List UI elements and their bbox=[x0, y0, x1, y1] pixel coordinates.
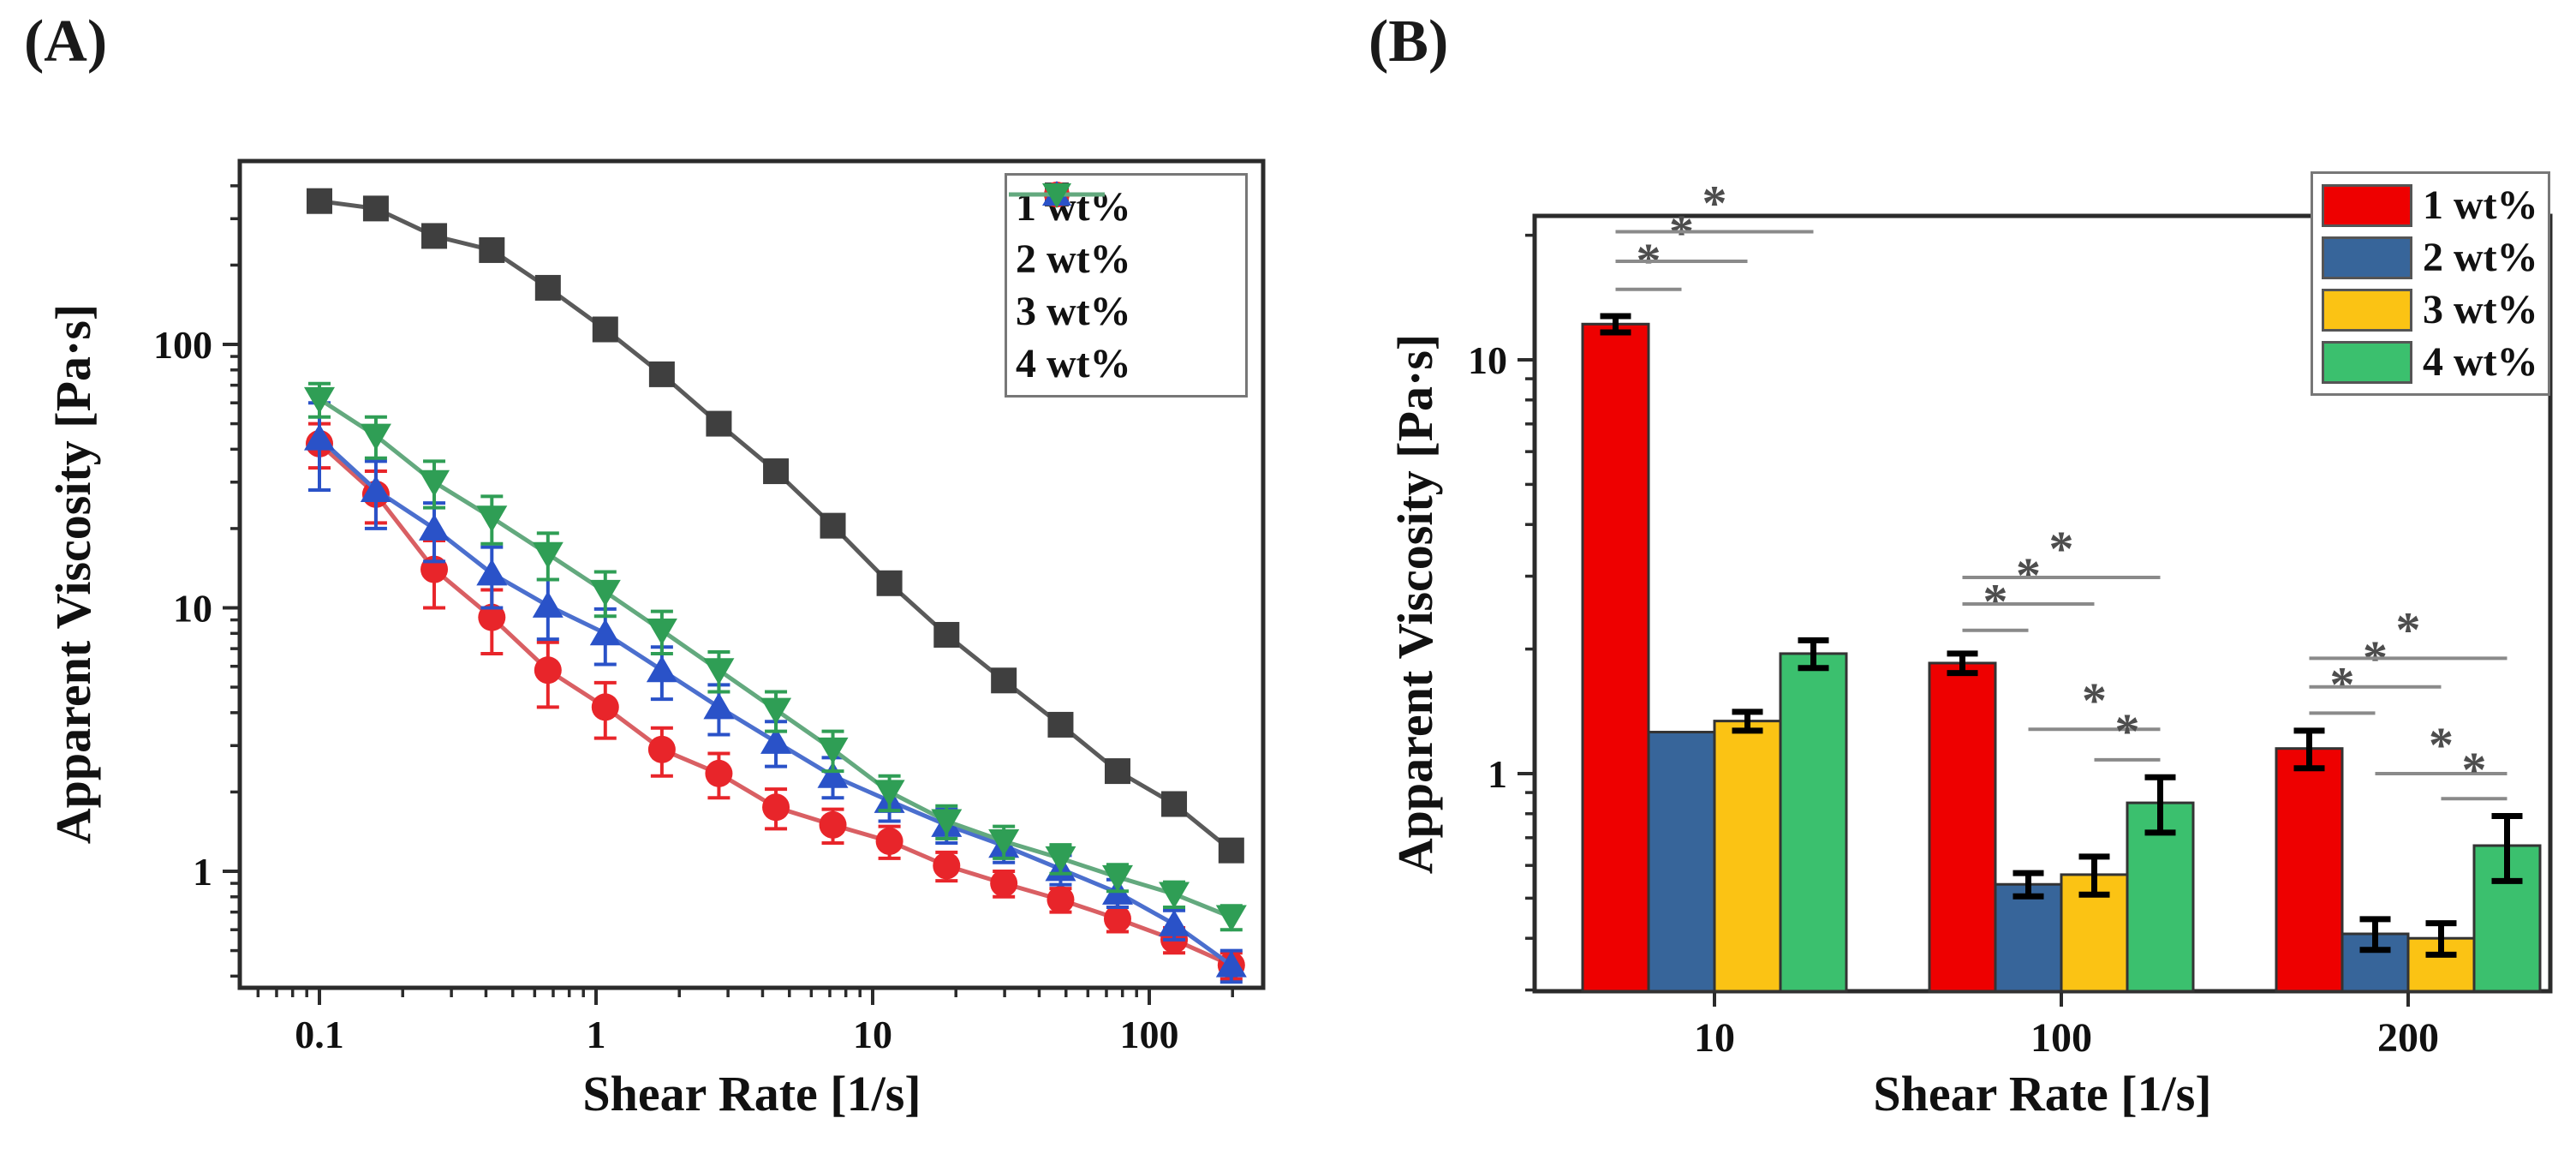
legend-item-4wt: 4 wt% bbox=[2322, 338, 2539, 386]
bars-2wt% bbox=[1647, 731, 2410, 993]
significance-star: * bbox=[2396, 601, 2421, 657]
bar bbox=[1994, 882, 2063, 993]
significance-star: * bbox=[2330, 656, 2355, 712]
legend-label: 4 wt% bbox=[2423, 339, 2538, 385]
legend-item-2wt: 2 wt% bbox=[2322, 234, 2539, 281]
significance-star: * bbox=[1983, 574, 2008, 630]
bar bbox=[1581, 322, 1650, 993]
chart-a-legend: 1 wt% 2 wt% 3 wt% 4 wt% bbox=[1005, 173, 1248, 398]
legend-label: 3 wt% bbox=[1016, 289, 1131, 334]
svg-text:1: 1 bbox=[1488, 752, 1507, 796]
svg-text:0.1: 0.1 bbox=[295, 1013, 344, 1056]
svg-text:10: 10 bbox=[1694, 1015, 1735, 1061]
bars-3wt% bbox=[1713, 709, 2476, 993]
legend-label: 4 wt% bbox=[1016, 341, 1131, 386]
significance-star: * bbox=[2049, 521, 2074, 577]
chart-a-frame bbox=[237, 158, 1266, 990]
bars-1wt% bbox=[1581, 313, 2344, 993]
chart-b-x-ticks: 10 100 200 bbox=[1694, 991, 2439, 1061]
svg-text:10: 10 bbox=[1468, 338, 1507, 382]
legend-label: 3 wt% bbox=[2423, 287, 2538, 332]
bar bbox=[1779, 652, 1848, 993]
legend-item-1wt: 1 wt% bbox=[2322, 182, 2539, 229]
legend-label: 2 wt% bbox=[2423, 235, 2538, 280]
chart-a-x-axis-title: Shear Rate [1/s] bbox=[582, 1066, 921, 1121]
bar bbox=[2275, 747, 2344, 993]
bar bbox=[1647, 731, 1716, 993]
chart-b-x-axis-title: Shear Rate [1/s] bbox=[1873, 1066, 2211, 1121]
yellow-swatch-icon bbox=[2322, 288, 2412, 332]
series-1wt% bbox=[307, 188, 1244, 864]
bar bbox=[1928, 661, 1997, 993]
red-swatch-icon bbox=[2322, 183, 2412, 227]
svg-text:1: 1 bbox=[587, 1013, 606, 1056]
line-triangle-down-marker-icon bbox=[1009, 183, 1105, 208]
significance-star: * bbox=[2115, 703, 2140, 759]
legend-item-3wt: 3 wt% bbox=[2322, 286, 2539, 333]
legend-label: 1 wt% bbox=[1016, 184, 1131, 230]
panel-a-label: (A) bbox=[24, 9, 108, 75]
svg-text:200: 200 bbox=[2377, 1015, 2439, 1061]
panel-b-label: (B) bbox=[1368, 9, 1449, 75]
svg-text:100: 100 bbox=[1120, 1013, 1179, 1056]
bar bbox=[1713, 720, 1782, 993]
legend-label: 2 wt% bbox=[1016, 236, 1131, 282]
green-swatch-icon bbox=[2322, 340, 2412, 384]
svg-text:10: 10 bbox=[173, 587, 212, 631]
svg-text:100: 100 bbox=[153, 323, 212, 367]
bars-4wt% bbox=[1779, 637, 2542, 993]
significance-star: * bbox=[2462, 742, 2487, 798]
chart-b-y-axis-title: Apparent Viscosity [Pa·s] bbox=[1387, 334, 1443, 875]
significance-star: * bbox=[2082, 673, 2107, 728]
significance-brackets: **** * **** *** * bbox=[1615, 175, 2507, 801]
significance-star: * bbox=[1702, 175, 1727, 230]
series-4wt% bbox=[304, 381, 1247, 932]
svg-text:1: 1 bbox=[193, 850, 212, 894]
chart-a-y-axis-title: Apparent Viscosity [Pa·s] bbox=[45, 304, 101, 845]
legend-label: 1 wt% bbox=[2423, 182, 2538, 228]
legend-item-4wt: 4 wt% bbox=[1009, 183, 1237, 387]
chart-a-y-ticks: 1 10 100 bbox=[153, 184, 240, 978]
chart-a-x-ticks: 0.1 1 10 100 bbox=[256, 988, 1234, 1056]
chart-b-legend: 1 wt% 2 wt% 3 wt% 4 wt% bbox=[2311, 171, 2550, 396]
significance-star: * bbox=[2016, 547, 2041, 603]
svg-text:10: 10 bbox=[853, 1013, 892, 1056]
legend-item-2wt: 2 wt% bbox=[1009, 182, 1237, 283]
chart-b-y-ticks: 1 10 bbox=[1468, 233, 1535, 992]
significance-star: * bbox=[2429, 717, 2454, 773]
blue-swatch-icon bbox=[2322, 236, 2412, 279]
svg-text:100: 100 bbox=[2030, 1015, 2092, 1061]
legend-item-3wt: 3 wt% bbox=[1009, 181, 1237, 335]
